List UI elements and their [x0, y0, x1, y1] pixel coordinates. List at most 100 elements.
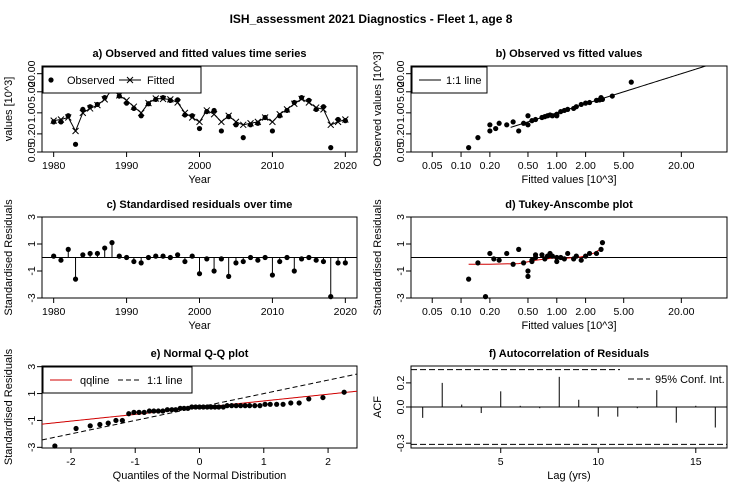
x-tick-label: 0.50: [518, 306, 539, 318]
observed-point: [102, 95, 108, 101]
data-point: [466, 276, 472, 282]
fitted-marker: [210, 110, 218, 118]
qq-point: [280, 401, 286, 407]
qq-point: [52, 443, 58, 449]
legend-label-observed: Observed: [67, 75, 115, 87]
data-point: [487, 128, 493, 134]
data-point: [504, 250, 510, 257]
data-point: [475, 135, 481, 141]
qq-point: [233, 403, 239, 409]
qq-point: [216, 404, 222, 410]
observed-point: [269, 128, 276, 134]
x-tick-label: 15: [690, 456, 702, 468]
x-tick-label: 0.50: [518, 160, 539, 172]
x-tick-label: 20.00: [668, 160, 694, 172]
qq-point: [229, 403, 235, 409]
y-tick-label: 3: [26, 214, 38, 220]
residual-point: [138, 260, 144, 266]
residual-point: [291, 268, 297, 274]
residual-point: [255, 257, 261, 263]
observed-point: [335, 116, 341, 123]
y-tick-label: 0.20: [395, 124, 407, 145]
observed-point: [189, 113, 195, 119]
data-point: [573, 253, 579, 259]
data-point: [487, 122, 493, 128]
y-axis-label: values [10^3]: [3, 77, 15, 141]
x-tick-label: 0.20: [480, 306, 501, 318]
data-point: [549, 113, 556, 119]
observed-point: [298, 95, 305, 101]
y-tick-label: 20.00: [26, 60, 38, 86]
observed-point: [116, 93, 122, 99]
x-tick-label: 0.10: [451, 306, 472, 318]
y-tick-label: 5.00: [26, 81, 38, 102]
data-point: [475, 260, 481, 266]
x-tick-label: 2000: [188, 306, 212, 318]
data-point: [466, 145, 472, 151]
x-axis-label: Quantiles of the Normal Distribution: [113, 470, 287, 482]
y-tick-label: 3: [395, 214, 407, 220]
x-tick-label: 0.20: [480, 160, 501, 172]
data-point: [599, 96, 606, 102]
data-point: [520, 260, 527, 266]
residual-point: [211, 268, 217, 274]
y-tick-label: -1: [26, 266, 38, 275]
legend-label-ci: 95% Conf. Int.: [655, 374, 725, 386]
qq-point: [193, 404, 199, 410]
residual-point: [196, 271, 203, 277]
observed-point: [262, 114, 268, 121]
residual-point: [218, 256, 224, 262]
y-tick-label: 0.20: [26, 124, 38, 145]
residual-point: [131, 258, 137, 265]
fitted-marker: [239, 121, 247, 129]
qq-point: [177, 405, 183, 411]
x-tick-label: 1980: [42, 160, 66, 172]
data-point: [482, 294, 489, 300]
legend-observed-marker: [48, 77, 54, 83]
data-point: [554, 111, 560, 117]
x-axis-label: Year: [188, 320, 211, 332]
data-point: [504, 122, 510, 128]
data-point: [496, 257, 502, 263]
one-to-one-line: [510, 65, 706, 128]
data-point: [628, 79, 634, 85]
observed-point: [342, 118, 348, 124]
data-point: [516, 246, 522, 252]
x-tick-label: 1.00: [547, 306, 568, 318]
data-point: [599, 240, 606, 246]
qq-point: [242, 403, 248, 409]
panel-title: e) Normal Q-Q plot: [151, 348, 249, 360]
data-point: [516, 128, 522, 134]
residual-point: [262, 254, 268, 261]
residual-point: [160, 253, 166, 259]
residual-point: [313, 257, 319, 263]
qq-point: [247, 403, 253, 409]
residual-point: [247, 254, 254, 261]
residual-point: [277, 258, 283, 265]
x-tick-label: 1980: [42, 306, 66, 318]
data-point: [510, 261, 516, 267]
residual-point: [189, 253, 195, 259]
y-tick-label: 3: [26, 364, 38, 370]
residual-point: [298, 256, 305, 262]
fitted-marker: [72, 127, 79, 135]
qq-point: [224, 403, 230, 409]
observed-point: [313, 106, 319, 113]
residual-point: [80, 252, 86, 258]
x-tick-label: 2010: [261, 306, 285, 318]
observed-point: [226, 114, 232, 120]
qq-point: [320, 394, 326, 401]
y-tick-label: -1: [395, 266, 407, 275]
x-tick-label: 20.00: [668, 306, 694, 318]
qq-point: [173, 407, 179, 413]
data-point: [578, 257, 584, 263]
observed-point: [58, 119, 64, 125]
x-tick-label: 10: [592, 456, 604, 468]
legend-label-1to1: 1:1 line: [147, 375, 182, 387]
residual-point: [306, 254, 312, 261]
data-point: [582, 100, 589, 106]
panel-title: c) Standardised residuals over time: [107, 199, 293, 211]
residual-point: [65, 246, 71, 252]
qq-point: [113, 417, 119, 424]
